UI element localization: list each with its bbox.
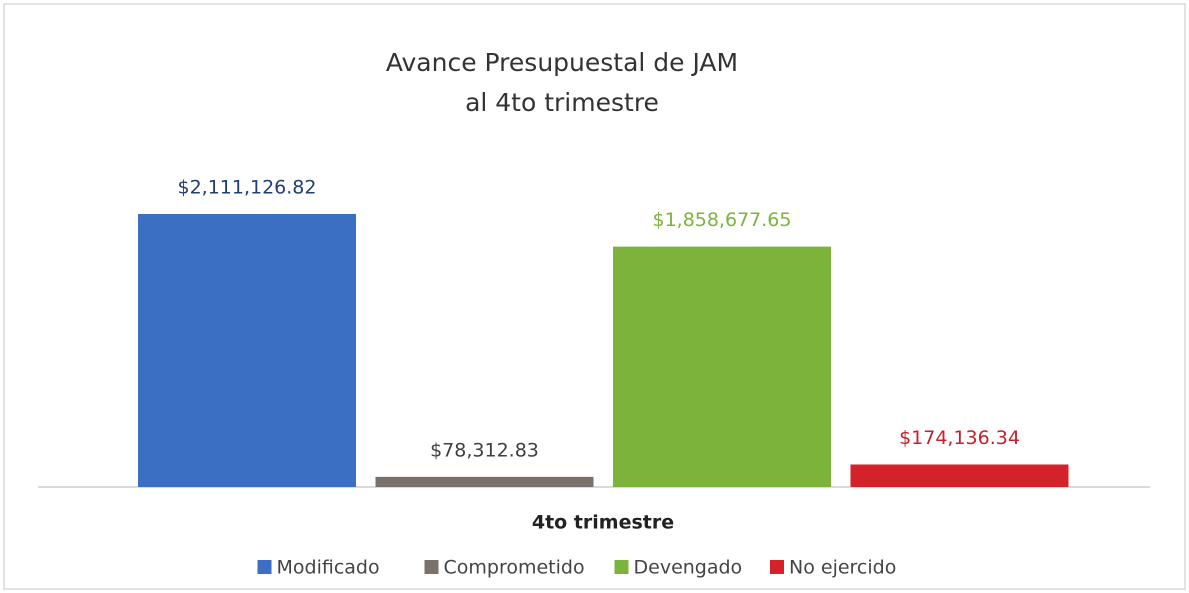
chart-title: Avance Presupuestal de JAM	[386, 48, 738, 77]
legend-label: No ejercido	[789, 557, 896, 579]
legend-swatch	[770, 560, 784, 574]
legend-label: Comprometido	[444, 557, 585, 579]
legend-swatch	[424, 560, 439, 574]
legend-label: Modificado	[277, 557, 380, 579]
data-label: $78,312.83	[430, 439, 539, 461]
legend-swatch	[257, 560, 272, 574]
data-label: $1,858,677.65	[652, 209, 791, 231]
bar	[375, 476, 594, 487]
x-tick-label: 4to trimestre	[532, 512, 674, 534]
legend-swatch	[614, 560, 629, 574]
bar	[138, 214, 356, 487]
data-label: $2,111,126.82	[177, 177, 316, 199]
chart-subtitle: al 4to trimestre	[465, 88, 659, 117]
data-label: $174,136.34	[899, 427, 1020, 449]
legend-label: Devengado	[634, 557, 743, 579]
bar	[613, 246, 831, 487]
bar	[850, 464, 1069, 487]
